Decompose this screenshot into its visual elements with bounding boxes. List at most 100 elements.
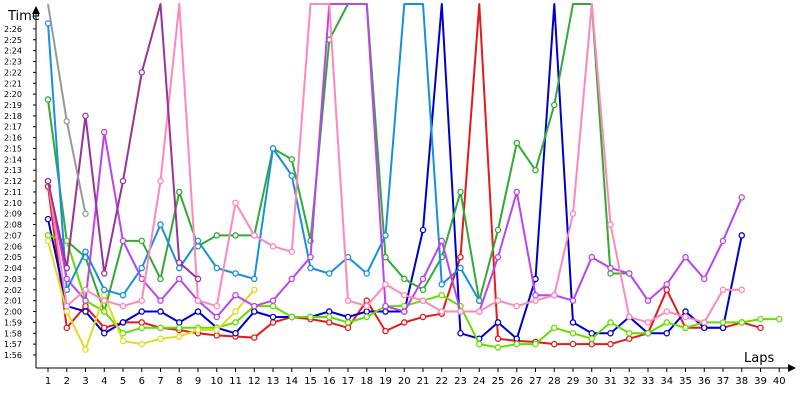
data-point: [419, 286, 427, 294]
x-tick-label: 27: [529, 376, 542, 387]
data-point: [569, 297, 577, 304]
data-point: [644, 297, 652, 304]
y-axis-title: Time: [7, 9, 40, 24]
x-tick-label: 23: [454, 376, 467, 387]
x-tick-label: 11: [229, 376, 242, 387]
data-point: [494, 226, 502, 234]
y-tick-label: 2:24: [4, 47, 22, 56]
data-point: [738, 194, 746, 201]
data-point: [438, 281, 445, 288]
x-tick-label: 25: [492, 376, 505, 387]
data-point: [682, 308, 689, 315]
data-point: [82, 302, 89, 310]
data-point: [457, 308, 464, 315]
x-tick-label: 33: [642, 376, 655, 387]
x-tick-label: 2: [64, 376, 70, 387]
y-tick-label: 2:21: [4, 79, 22, 88]
data-point: [44, 96, 52, 103]
data-point: [232, 330, 239, 337]
data-point: [175, 275, 183, 283]
x-tick-label: 38: [735, 376, 748, 387]
y-tick-label: 2:07: [4, 231, 22, 240]
x-tick-label: 20: [398, 376, 411, 387]
data-point: [232, 308, 239, 315]
data-point: [382, 327, 389, 335]
data-point: [213, 302, 220, 310]
y-tick-label: 2:20: [4, 90, 22, 99]
data-point: [119, 291, 127, 299]
data-point: [513, 335, 521, 342]
x-tick-label: 36: [698, 376, 711, 387]
data-point: [719, 237, 727, 245]
data-point: [344, 319, 352, 326]
data-point: [175, 264, 183, 272]
data-point: [288, 313, 295, 321]
data-point: [344, 313, 352, 321]
y-tick-label: 2:01: [4, 297, 22, 306]
x-tick-label: 16: [323, 376, 336, 387]
y-axis-arrow: [32, 6, 40, 14]
data-point: [119, 337, 127, 345]
data-point: [63, 264, 71, 272]
x-tick-label: 9: [195, 376, 201, 387]
x-tick-label: 34: [660, 376, 673, 387]
x-tick-label: 40: [773, 376, 786, 387]
y-tick-label: 1:59: [4, 318, 22, 327]
data-point: [363, 308, 370, 315]
x-tick-label: 8: [176, 376, 182, 387]
data-point: [738, 319, 746, 326]
x-tick-label: 4: [101, 376, 107, 387]
data-point: [532, 340, 539, 348]
x-axis-arrow: [788, 364, 796, 372]
series-line-2: [47, 3, 743, 340]
data-point: [157, 221, 164, 228]
data-point: [363, 270, 370, 277]
series-line-7: [47, 3, 743, 318]
y-tick-label: 2:23: [4, 58, 22, 67]
data-point: [569, 330, 577, 337]
x-tick-label: 39: [754, 376, 767, 387]
data-point: [382, 281, 389, 288]
y-tick-label: 2:09: [4, 210, 22, 219]
y-tick-label: 2:25: [4, 36, 22, 45]
data-point: [513, 340, 521, 348]
data-point: [626, 313, 633, 321]
data-point: [157, 335, 164, 342]
data-point: [551, 324, 558, 332]
data-point: [682, 253, 689, 261]
data-point: [288, 156, 295, 163]
y-tick-label: 2:05: [4, 253, 22, 262]
x-tick-label: 7: [157, 376, 163, 387]
x-tick-label: 12: [248, 376, 261, 387]
series-line-5: [47, 240, 256, 351]
data-point: [44, 215, 52, 223]
x-tick-label: 13: [267, 376, 280, 387]
y-tick-label: 2:06: [4, 242, 22, 251]
data-point: [588, 340, 596, 348]
data-point: [701, 319, 708, 326]
data-point: [194, 237, 202, 245]
data-point: [288, 248, 295, 255]
x-tick-label: 24: [473, 376, 486, 387]
data-point: [63, 118, 71, 125]
data-point: [363, 297, 370, 304]
data-point: [82, 297, 89, 304]
data-point: [250, 334, 258, 341]
data-point: [194, 275, 202, 283]
data-point: [419, 313, 427, 321]
data-point: [719, 286, 727, 294]
data-point: [738, 286, 746, 294]
data-point: [438, 308, 445, 315]
data-point: [82, 248, 89, 255]
data-point: [701, 324, 708, 332]
series-line-3: [47, 3, 630, 313]
x-tick-label: 19: [379, 376, 392, 387]
data-point: [494, 253, 502, 261]
data-point: [138, 319, 145, 326]
data-point: [382, 308, 389, 315]
data-point: [138, 275, 145, 283]
y-tick-label: 2:19: [4, 101, 22, 110]
x-tick-label: 26: [510, 376, 523, 387]
data-point: [400, 275, 408, 283]
data-point: [307, 253, 314, 261]
